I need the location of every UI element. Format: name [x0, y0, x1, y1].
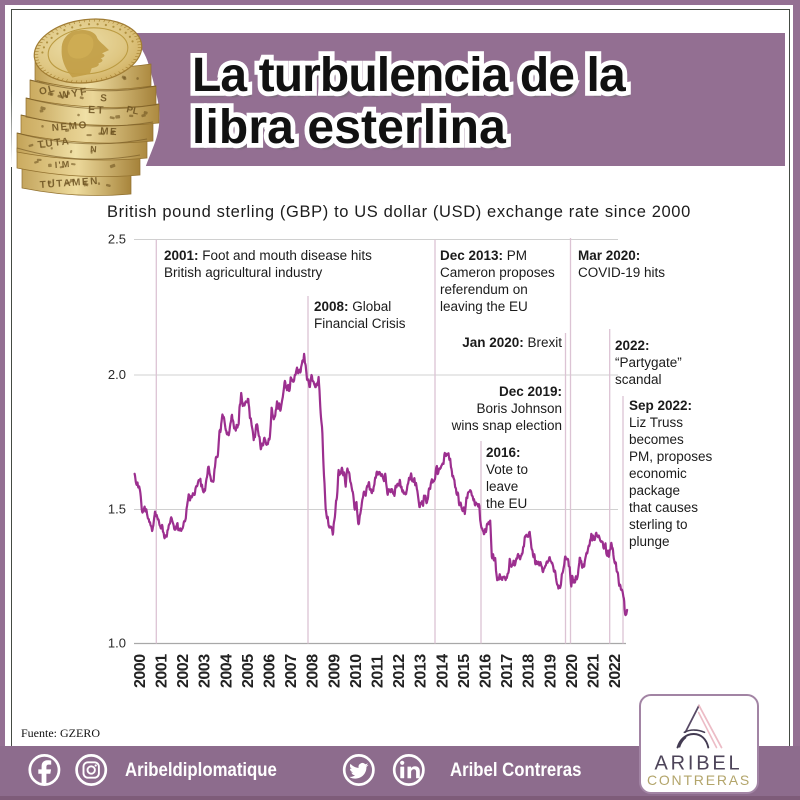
svg-text:CONTRERAS: CONTRERAS [647, 772, 751, 788]
svg-text:1.5: 1.5 [108, 502, 126, 517]
svg-text:2004: 2004 [218, 654, 235, 688]
svg-text:2005: 2005 [240, 654, 257, 688]
svg-text:2020: 2020 [564, 654, 581, 688]
svg-text:2009: 2009 [326, 654, 343, 688]
svg-text:2019: 2019 [542, 654, 559, 688]
svg-text:2007: 2007 [283, 654, 300, 688]
svg-text:TUTAMEN: TUTAMEN [39, 176, 99, 191]
svg-text:2011: 2011 [370, 655, 387, 688]
svg-text:2001: 2001 [154, 654, 171, 688]
svg-text:2.5: 2.5 [108, 232, 126, 247]
svg-text:ARIBEL: ARIBEL [655, 752, 743, 774]
svg-text:2010: 2010 [348, 654, 365, 688]
svg-text:2013: 2013 [413, 654, 430, 688]
svg-text:2014: 2014 [434, 654, 451, 688]
svg-text:S: S [100, 93, 108, 104]
svg-text:ME: ME [100, 126, 119, 138]
svg-text:2002: 2002 [175, 654, 192, 688]
svg-text:2.0: 2.0 [108, 367, 126, 382]
svg-text:2003: 2003 [197, 654, 214, 688]
svg-text:ET: ET [88, 104, 106, 117]
svg-text:2000: 2000 [132, 654, 149, 688]
svg-text:2006: 2006 [262, 654, 279, 688]
svg-text:OL: OL [38, 83, 57, 98]
svg-text:2021: 2021 [586, 654, 603, 688]
svg-text:2018: 2018 [521, 654, 538, 688]
svg-text:2017: 2017 [499, 654, 516, 688]
svg-text:2015: 2015 [456, 654, 473, 688]
svg-text:1.0: 1.0 [108, 636, 126, 651]
svg-text:2016: 2016 [478, 654, 495, 688]
svg-text:2012: 2012 [391, 654, 408, 688]
svg-text:2022: 2022 [607, 654, 624, 688]
svg-text:N: N [90, 144, 97, 154]
svg-text:I'M: I'M [54, 159, 70, 170]
svg-text:2008: 2008 [305, 654, 322, 688]
